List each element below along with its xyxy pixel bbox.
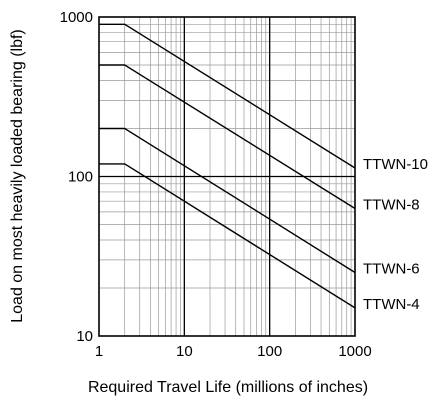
y-tick-labels: 10 100 1000 [60, 9, 93, 345]
y-tick-label: 100 [68, 169, 93, 186]
series-labels: TTWN-10 TTWN-8 TTWN-6 TTWN-4 [363, 156, 428, 313]
series-line [99, 64, 356, 210]
x-tick-label: 100 [257, 343, 282, 360]
y-tick-label: 10 [76, 328, 93, 345]
series-label: TTWN-6 [363, 261, 420, 278]
x-tick-label: 1 [95, 343, 103, 360]
series-line [99, 127, 356, 274]
series-label: TTWN-8 [363, 197, 420, 214]
series-line [99, 163, 356, 309]
x-tick-labels: 1 10 100 1000 [95, 343, 372, 360]
y-tick-label: 1000 [60, 9, 93, 26]
series-line [99, 23, 356, 169]
series-lines [99, 23, 356, 309]
series-label: TTWN-4 [363, 296, 420, 313]
y-axis-label: Load on most heavily loaded bearing (lbf… [9, 29, 26, 323]
major-grid [99, 17, 355, 336]
plot-frame [98, 16, 356, 337]
series-label: TTWN-10 [363, 156, 428, 173]
x-tick-label: 1000 [338, 343, 371, 360]
x-axis-label: Required Travel Life (millions of inches… [88, 379, 368, 396]
x-tick-label: 10 [176, 343, 193, 360]
